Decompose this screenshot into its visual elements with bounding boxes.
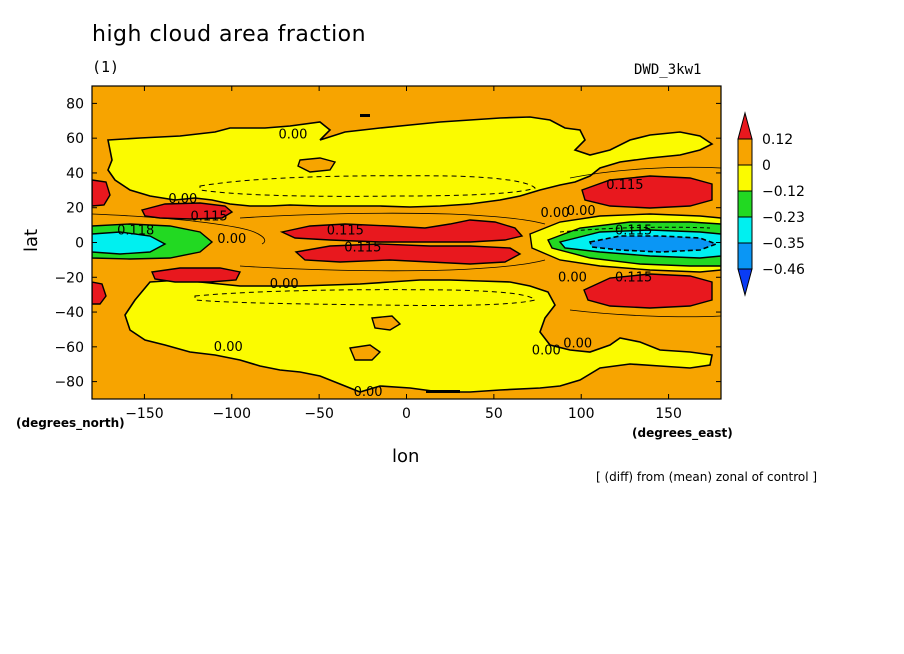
contour-label: 0.115 — [344, 241, 381, 256]
y-tick-label: −80 — [54, 375, 84, 391]
fill-red-nw — [92, 179, 111, 207]
contour-label: 0.115 — [606, 178, 643, 193]
contour-label: 0.00 — [217, 232, 246, 247]
contour-label: 0.00 — [214, 340, 243, 355]
contour-label: 0.118 — [117, 223, 154, 238]
thin-contour-1 — [239, 212, 546, 225]
contour-label: 0.00 — [278, 128, 307, 143]
fill-orange-island-south — [349, 344, 382, 361]
colorbar-label: −0.23 — [762, 210, 805, 226]
contour-label: 0.00 — [541, 206, 570, 221]
dashed-contour-east — [559, 226, 711, 233]
fill-red-eq-south — [294, 243, 522, 265]
thin-contour-3 — [92, 213, 266, 245]
fill-orange-island — [297, 157, 337, 173]
panel-label: (1) — [92, 58, 120, 76]
colorbar-label: −0.46 — [762, 262, 805, 278]
y-tick-label: −60 — [54, 340, 84, 356]
x-tick-label: 150 — [655, 406, 682, 422]
x-tick-label: −50 — [304, 406, 334, 422]
colorbar-bottom-arrow — [737, 268, 753, 297]
y-tick-label: 40 — [66, 166, 84, 182]
colorbar-segment — [737, 190, 753, 218]
contour-label: 0.115 — [615, 223, 652, 238]
thin-contour-2 — [239, 259, 546, 272]
colorbar: 0.12 0 −0.12 −0.23 −0.35 −0.46 — [737, 111, 805, 297]
contour-label: 0.00 — [563, 336, 592, 351]
colorbar-label: 0.12 — [762, 132, 793, 148]
colorbar-segment — [737, 164, 753, 192]
fill-blue-east — [588, 235, 719, 253]
x-tick-label: 100 — [568, 406, 595, 422]
x-tick-label: −150 — [125, 406, 163, 422]
fill-orange-island-south2 — [371, 315, 402, 331]
contour-label: 0.00 — [168, 192, 197, 207]
fill-red-ne — [581, 175, 713, 209]
contour-label: 0.00 — [270, 277, 299, 292]
x-tick-label: 0 — [402, 406, 411, 422]
x-tick-label: −100 — [213, 406, 251, 422]
y-tick-label: −20 — [54, 270, 84, 286]
colorbar-segment — [737, 216, 753, 244]
fill-red-s1 — [150, 267, 242, 283]
footnote: [ (diff) from (mean) zonal of control ] — [596, 470, 818, 484]
contour-labels: 0.000.000.1150.1180.000.1150.1150.000.00… — [117, 128, 652, 400]
fill-yellow-south — [124, 279, 713, 393]
x-axis-label: lon — [392, 446, 420, 467]
y-tick-label: 80 — [66, 96, 84, 112]
x-axis-units: (degrees_east) — [632, 426, 733, 440]
fill-cyan-west — [92, 231, 167, 255]
contour-mark — [426, 390, 460, 393]
colorbar-segment — [737, 138, 753, 166]
contour-label: 0.00 — [532, 343, 561, 358]
contour-label: 0.00 — [558, 270, 587, 285]
colorbar-top-arrow — [737, 111, 753, 140]
fill-red-sw — [92, 281, 107, 305]
x-tick-label: 50 — [485, 406, 503, 422]
contour-label: 0.115 — [615, 270, 652, 285]
y-tick-label: 60 — [66, 131, 84, 147]
dashed-contour-south — [194, 289, 536, 306]
axes-group: −150 −100 −50 0 50 100 150 80 60 40 20 0 −20 −40 −60 −8… — [54, 86, 721, 422]
contour-label: 0.00 — [354, 385, 383, 400]
colorbar-segment — [737, 242, 753, 270]
contour-label: 0.00 — [567, 204, 596, 219]
colorbar-label: −0.12 — [762, 184, 805, 200]
contour-label: 0.115 — [190, 209, 227, 224]
y-tick-label: 0 — [75, 236, 84, 252]
y-tick-label: −40 — [54, 305, 84, 321]
fill-red-eq-north — [279, 219, 524, 243]
colorbar-label: −0.35 — [762, 236, 805, 252]
contour-label: 0.115 — [327, 223, 364, 238]
thin-contour-4 — [569, 166, 721, 179]
model-label: DWD_3kw1 — [634, 62, 702, 78]
y-tick-label: 20 — [66, 201, 84, 217]
chart-title: high cloud area fraction — [92, 22, 367, 47]
contour-mark — [360, 114, 370, 117]
fill-yellow-north — [107, 116, 714, 208]
fill-red-se — [583, 273, 713, 309]
thin-contour-5 — [569, 309, 721, 318]
colorbar-label: 0 — [762, 158, 771, 174]
dashed-contour-north — [199, 175, 536, 197]
y-axis-units: (degrees_north) — [16, 416, 125, 430]
